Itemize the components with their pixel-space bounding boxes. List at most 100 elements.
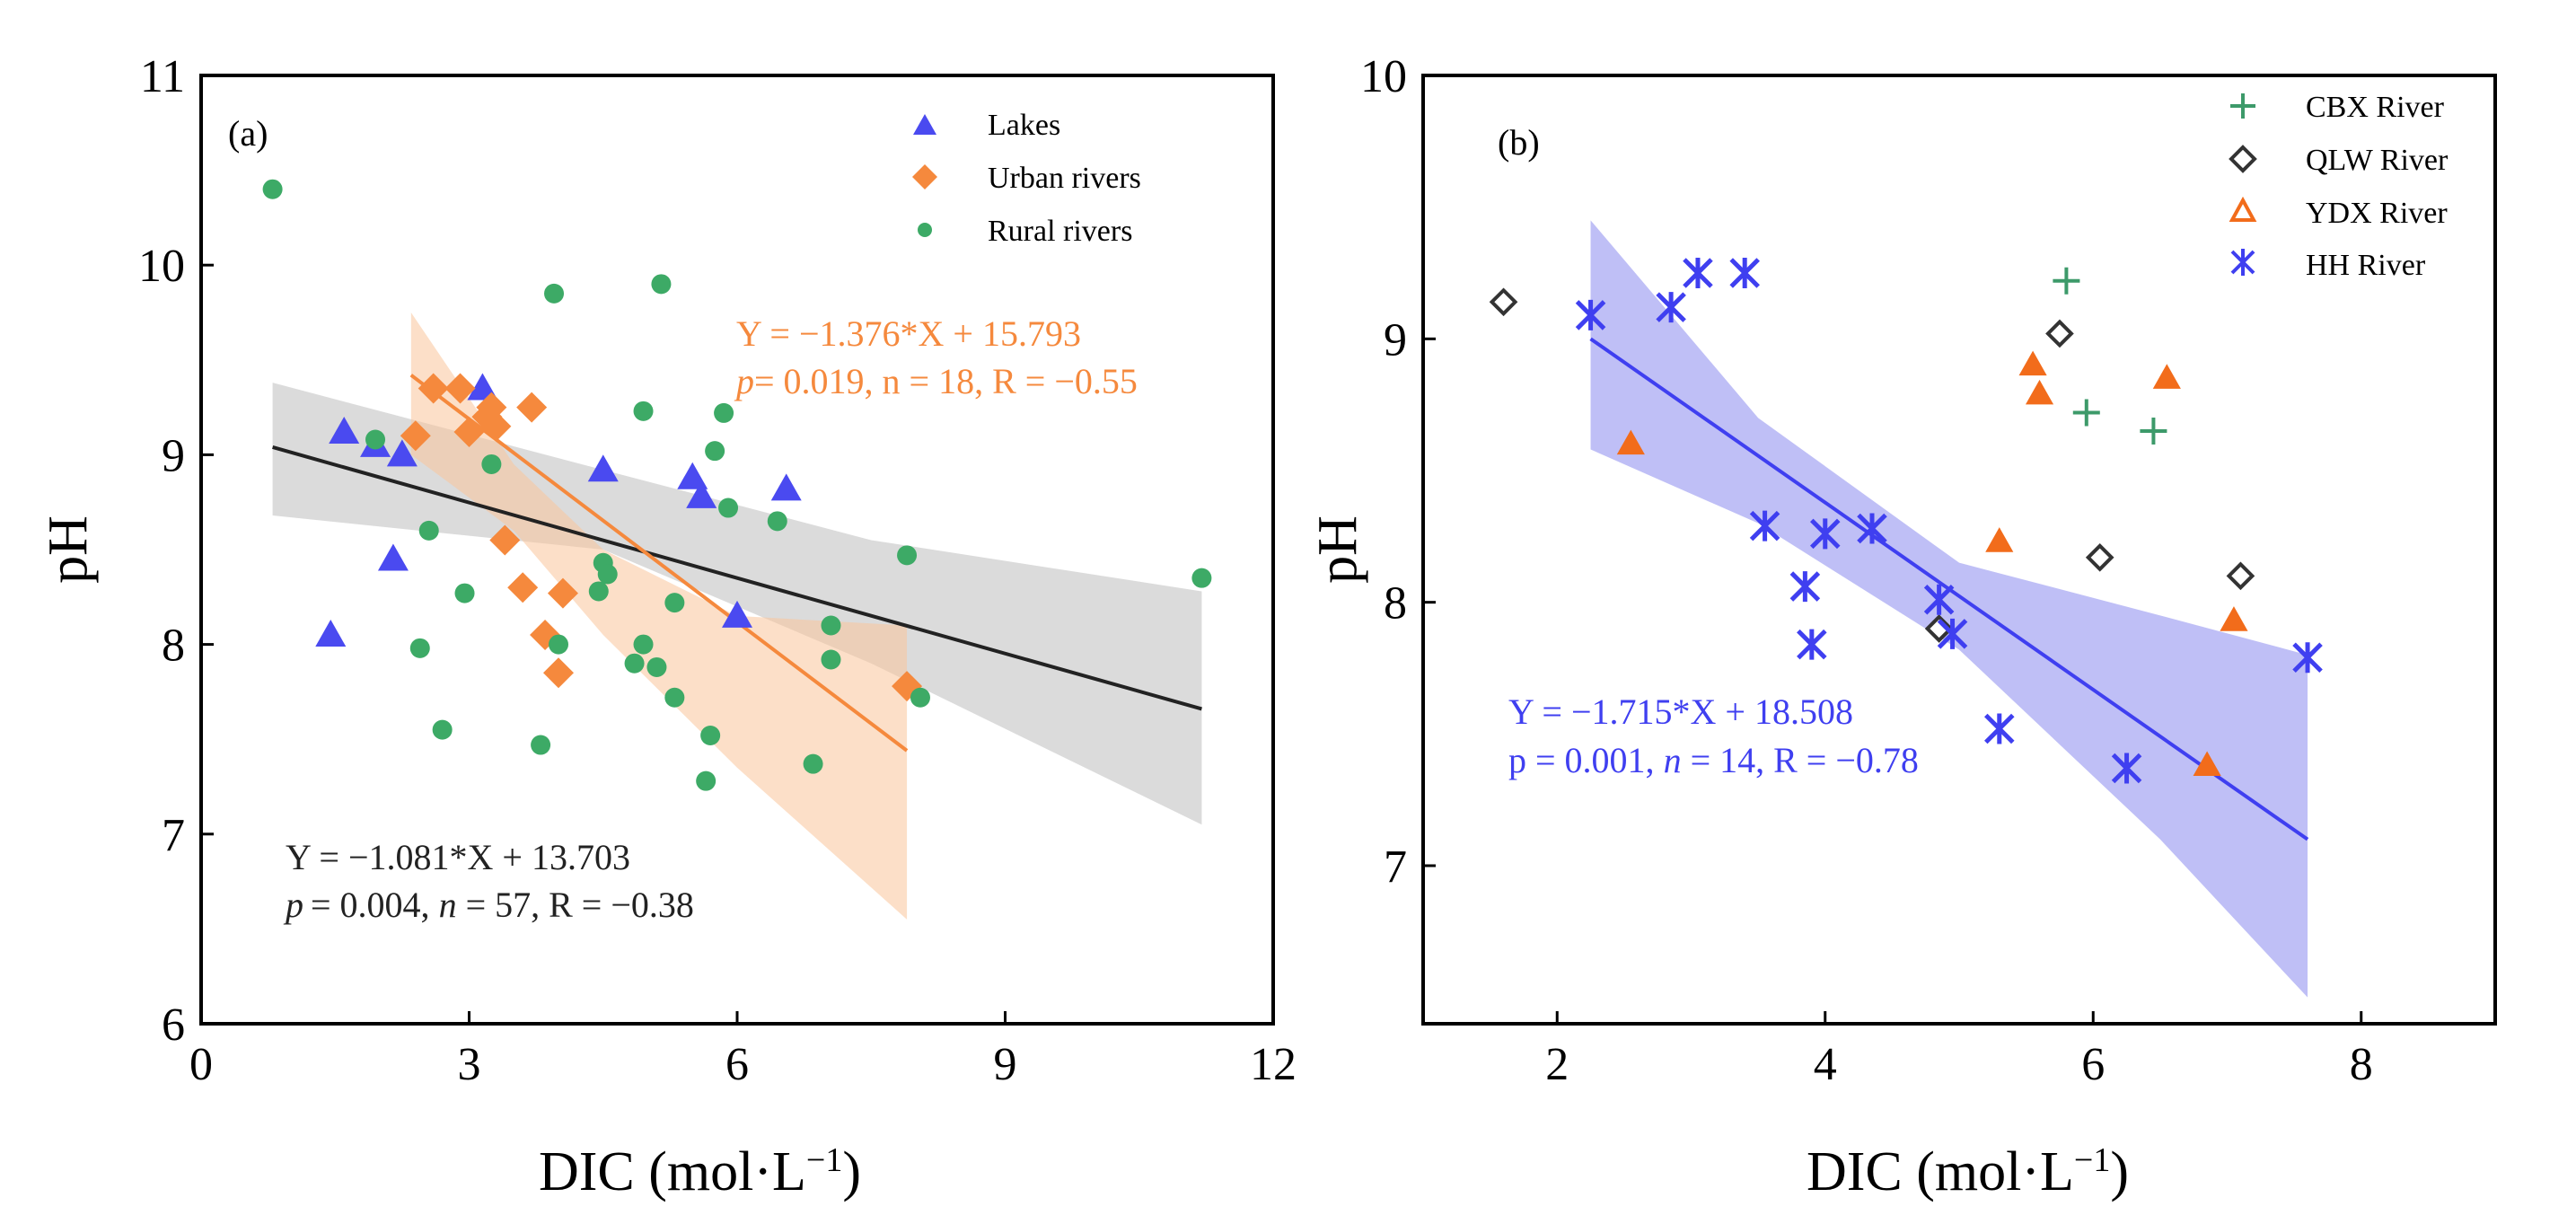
panel-a-x-tick-label: 6 [725, 1039, 749, 1090]
panel-a-lakes-point [315, 620, 347, 647]
legend-lakes-marker [913, 114, 936, 135]
panel-b-y-tick-label: 8 [1384, 578, 1407, 630]
overall-stats-a: = 0.004, [311, 885, 439, 925]
panel-a-urban-rivers-point [547, 577, 578, 609]
panel-b-x-tick-label: 4 [1814, 1039, 1837, 1090]
panel-a-urban-rivers-point [892, 671, 923, 702]
panel-a-y-tick-label: 8 [162, 621, 185, 672]
panel-a-rural-rivers-point [549, 634, 568, 655]
hh-equation-line2: p = 0.001, n = 14, R = −0.78 [1508, 740, 1919, 780]
panel-a-rural-rivers-point [365, 429, 386, 450]
legend-rural-label: Rural rivers [988, 215, 1132, 248]
panel-a-lakes-point [770, 473, 802, 501]
panel-a-urban-rivers-point [453, 417, 485, 448]
urban-equation-line2: p= 0.019, n = 18, R = −0.55 [734, 361, 1138, 401]
panel-a-rural-rivers-point [1191, 568, 1212, 588]
legend-urban-label: Urban rivers [988, 162, 1141, 195]
legend-hh-marker [2230, 249, 2255, 276]
panel-a-rural-rivers-point [651, 274, 672, 295]
panel-a-y-tick-label: 11 [140, 51, 185, 102]
panel-a-rural-rivers-point [262, 179, 283, 199]
panel-b-hh-river-point [2292, 642, 2323, 674]
panel-a-y-tick-label: 6 [162, 999, 185, 1051]
panel-b-qlw-river-point [1489, 287, 1518, 317]
panel-a-rural-rivers-point [418, 520, 439, 541]
panel-b-ydx-river-point [2193, 751, 2221, 777]
panel-b-hh-river-point [1729, 258, 1760, 288]
legend-hh-label: HH River [2306, 249, 2426, 282]
panel-a-y-tick-label: 10 [138, 241, 185, 292]
panel-a-rural-rivers-point [597, 564, 618, 585]
overall-equation-line2: p = 0.004, n = 57, R = −0.38 [283, 885, 694, 925]
legend-urban-marker [912, 164, 937, 189]
panel-b-y-tick-label: 10 [1360, 51, 1407, 102]
panel-b-hh-river-point [1809, 518, 1841, 550]
panel-a-lakes-point [587, 454, 619, 482]
panel-a-rural-rivers-point [821, 615, 841, 636]
legend-rural-marker [918, 223, 932, 237]
panel-a-rural-rivers-point [454, 583, 475, 603]
overall-equation-line1: Y = −1.081*X + 13.703 [286, 837, 630, 877]
panel-a-lakes-point [467, 373, 498, 401]
panel-b-ydx-river-point [1985, 527, 2014, 552]
overall-n-italic: n [439, 885, 457, 925]
panel-b-ydx-river-point [2152, 364, 2181, 389]
panel-a-rural-rivers-point [803, 753, 823, 774]
panel-b-ydx-river-point [2025, 379, 2054, 405]
panel-b-x-tick-label: 6 [2081, 1039, 2105, 1090]
panel-a-rural-rivers-point [664, 687, 685, 708]
panel-a-y-tick-label: 7 [162, 810, 185, 861]
panel-a-lakes-point [686, 480, 717, 508]
panel-a-xlabel-text: DIC (mol·L [539, 1141, 806, 1202]
panel-a-rural-rivers-point [646, 656, 667, 677]
hh-stats-a: p = 0.001, [1508, 740, 1664, 780]
panel-a-urban-rivers-point [444, 373, 476, 404]
panel-a-urban-rivers-point [400, 420, 431, 452]
panel-b-x-tick-label: 8 [2350, 1039, 2373, 1090]
panel-b-xlabel-sup: −1 [2074, 1141, 2110, 1179]
panel-a: 0 3 6 9 12 6 7 8 9 10 11 (a) Lakes Urban rivers Ru… [38, 51, 1297, 1202]
panel-a-lakes-point [677, 462, 708, 489]
panel-a-lakes-point [722, 600, 752, 628]
panel-b-hh-river-point [1984, 713, 2015, 744]
panel-b-y-axis-label: pH [1307, 515, 1368, 584]
panel-a-rural-rivers-point [718, 498, 739, 518]
panel-a-rural-rivers-point [910, 687, 930, 708]
panel-a-x-tick-label: 3 [458, 1039, 481, 1090]
panel-a-lakes-point [377, 543, 409, 571]
panel-a-rural-rivers-point [633, 634, 654, 655]
panel-b-frame [1421, 74, 2497, 1026]
panel-a-urban-rivers-point [489, 524, 521, 556]
legend-cbx-label: CBX River [2306, 91, 2445, 124]
panel-b-hh-river-point [1857, 513, 1887, 544]
urban-equation-line1: Y = −1.376*X + 15.793 [736, 313, 1081, 354]
panel-a-label: (a) [228, 113, 268, 154]
panel-b-cbx-river-point [2053, 267, 2080, 295]
panel-a-urban-rivers-point [543, 657, 574, 689]
legend-qlw-marker [2229, 145, 2257, 173]
panel-a-legend: Lakes Urban rivers Rural rivers [912, 109, 1141, 248]
panel-a-x-tick-label: 9 [994, 1039, 1017, 1090]
panel-b-legend: CBX River QLW River YDX River HH River [2229, 91, 2449, 282]
panel-b-hh-river-point [1683, 258, 1713, 288]
legend-lakes-label: Lakes [988, 109, 1060, 142]
panel-b: 2 4 6 8 7 8 9 10 (b) CBX River QLW River YDX Ri… [1307, 51, 2497, 1202]
panel-b-hh-river-point [2111, 753, 2142, 784]
panel-b-qlw-river-point [1924, 614, 1954, 643]
panel-b-ticks: 2 4 6 8 7 8 9 10 [1360, 51, 2373, 1090]
panel-b-hh-river-point [1575, 299, 1606, 330]
panel-b-xlabel-text: DIC (mol·L [1807, 1141, 2074, 1202]
panel-b-qlw-river-point [2226, 561, 2255, 591]
overall-p-italic: p [283, 885, 303, 925]
panel-a-rural-rivers-point [700, 725, 721, 745]
panel-b-data-points [1489, 258, 2323, 784]
panel-a-xlabel-sup: −1 [806, 1141, 842, 1179]
panel-a-rural-rivers-point [664, 593, 685, 613]
panel-b-label: (b) [1498, 122, 1540, 163]
panel-a-rural-rivers-point [624, 653, 645, 674]
panel-b-x-axis-label: DIC (mol·L−1) [1807, 1141, 2129, 1202]
panel-b-hh-river-point [1797, 629, 1827, 660]
panel-a-x-axis-label: DIC (mol·L−1) [539, 1141, 861, 1202]
panel-a-y-axis-label: pH [38, 515, 99, 584]
